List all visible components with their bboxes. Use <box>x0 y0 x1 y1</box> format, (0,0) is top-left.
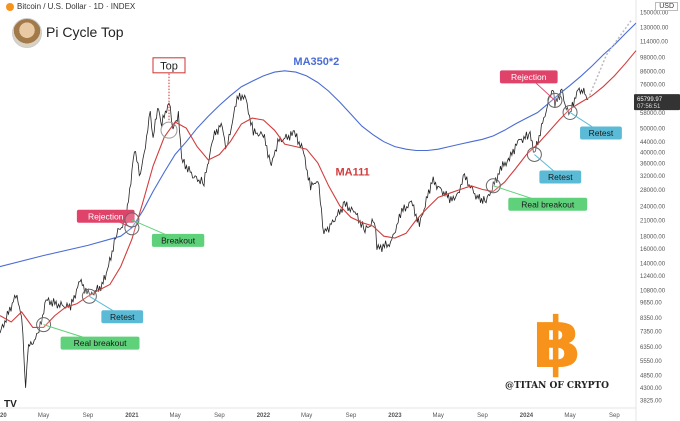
series-ma111 <box>0 50 637 328</box>
tradingview-logo: TV <box>4 399 17 410</box>
ma350-label: MA350*2 <box>293 56 339 68</box>
annotation-label: Retest <box>110 312 135 322</box>
x-tick-label: Sep <box>214 413 225 419</box>
currency-selector[interactable]: USD <box>655 2 678 11</box>
y-tick-label: 14000.00 <box>640 261 666 267</box>
avatar <box>12 18 42 48</box>
series-price <box>0 86 589 388</box>
y-tick-label: 9650.00 <box>640 301 662 307</box>
y-tick-label: 18000.00 <box>640 235 666 241</box>
top-marker-circle <box>160 121 178 139</box>
annotation-pill-blue <box>101 310 144 324</box>
y-tick-label: 5550.00 <box>640 359 662 365</box>
y-tick-label: 21000.00 <box>640 218 666 224</box>
y-tick-label: 6350.00 <box>640 345 662 351</box>
x-tick-label: Sep <box>346 413 357 419</box>
annotation-pill-red <box>499 70 558 84</box>
x-tick-label: 2021 <box>125 413 139 419</box>
annotation-pill-blue <box>580 126 622 140</box>
x-tick-label: May <box>38 413 49 419</box>
symbol-header: Bitcoin / U.S. Dollar · 1D · INDEX <box>6 2 135 11</box>
y-tick-label: 150000.00 <box>640 11 669 17</box>
y-tick-label: 12400.00 <box>640 274 666 280</box>
annotation-pill-red <box>76 209 135 223</box>
y-tick-label: 3825.00 <box>640 399 662 405</box>
y-tick-label: 98000.00 <box>640 56 666 62</box>
chart-title: Pi Cycle Top <box>46 24 124 40</box>
annotation-pill-green <box>60 336 140 350</box>
x-tick-label: Sep <box>477 413 488 419</box>
bitcoin-icon <box>6 2 14 11</box>
y-tick-label: 8350.00 <box>640 316 662 322</box>
last-price-tag <box>634 94 680 111</box>
y-tick-label: 4300.00 <box>640 386 662 392</box>
x-tick-label: May <box>169 413 180 419</box>
y-tick-label: 76000.00 <box>640 82 666 88</box>
x-tick-label: 2022 <box>257 413 271 419</box>
annotation-pill-green <box>508 197 588 211</box>
annotation-label: Rejection <box>511 72 547 82</box>
x-tick-label: Sep <box>83 413 94 419</box>
ma111-label: MA111 <box>335 166 369 178</box>
x-tick-label: May <box>564 413 575 419</box>
projection-path <box>587 18 633 100</box>
bitcoin-symbol: ฿ <box>533 302 582 384</box>
annotation-label: Retest <box>548 172 573 182</box>
y-tick-label: 32000.00 <box>640 174 666 180</box>
y-tick-label: 16000.00 <box>640 247 666 253</box>
y-tick-label: 40000.00 <box>640 150 666 156</box>
symbol-text: Bitcoin / U.S. Dollar · 1D · INDEX <box>17 2 136 11</box>
annotation-label: Real breakout <box>521 199 575 209</box>
x-tick-label: 2024 <box>520 413 534 419</box>
y-tick-label: 130000.00 <box>640 26 669 32</box>
top-label: Top <box>160 60 178 72</box>
x-tick-label: 2023 <box>388 413 402 419</box>
annotation-label: Retest <box>589 128 614 138</box>
y-tick-label: 24000.00 <box>640 204 666 210</box>
y-tick-label: 44000.00 <box>640 140 666 146</box>
y-tick-label: 114000.00 <box>640 40 669 46</box>
watermark-text: @TITAN OF CRYPTO <box>505 381 609 391</box>
y-tick-label: 58000.00 <box>640 111 666 117</box>
x-tick-label: May <box>433 413 444 419</box>
x-tick-label: 2020 <box>0 413 7 419</box>
last-price-value: 65799.97 <box>637 97 663 103</box>
y-tick-label: 36000.00 <box>640 161 666 167</box>
top-label-box <box>152 57 186 74</box>
y-tick-label: 7350.00 <box>640 329 662 335</box>
series-ma350-2 <box>0 22 637 268</box>
y-tick-label: 28000.00 <box>640 188 666 194</box>
x-tick-label: Sep <box>609 413 620 419</box>
annotation-label: Real breakout <box>74 338 128 348</box>
annotation-pill-blue <box>539 170 582 184</box>
y-tick-label: 4850.00 <box>640 373 662 379</box>
annotation-label: Breakout <box>161 235 196 245</box>
y-tick-label: 86000.00 <box>640 69 666 75</box>
y-tick-label: 10800.00 <box>640 289 666 295</box>
annotation-pill-green <box>151 233 205 247</box>
y-tick-label: 50000.00 <box>640 127 666 133</box>
annotation-label: Rejection <box>88 211 124 221</box>
countdown-value: 07:56:51 <box>637 104 661 110</box>
bitcoin-logo: ฿@TITAN OF CRYPTO <box>505 302 609 391</box>
x-tick-label: May <box>301 413 312 419</box>
